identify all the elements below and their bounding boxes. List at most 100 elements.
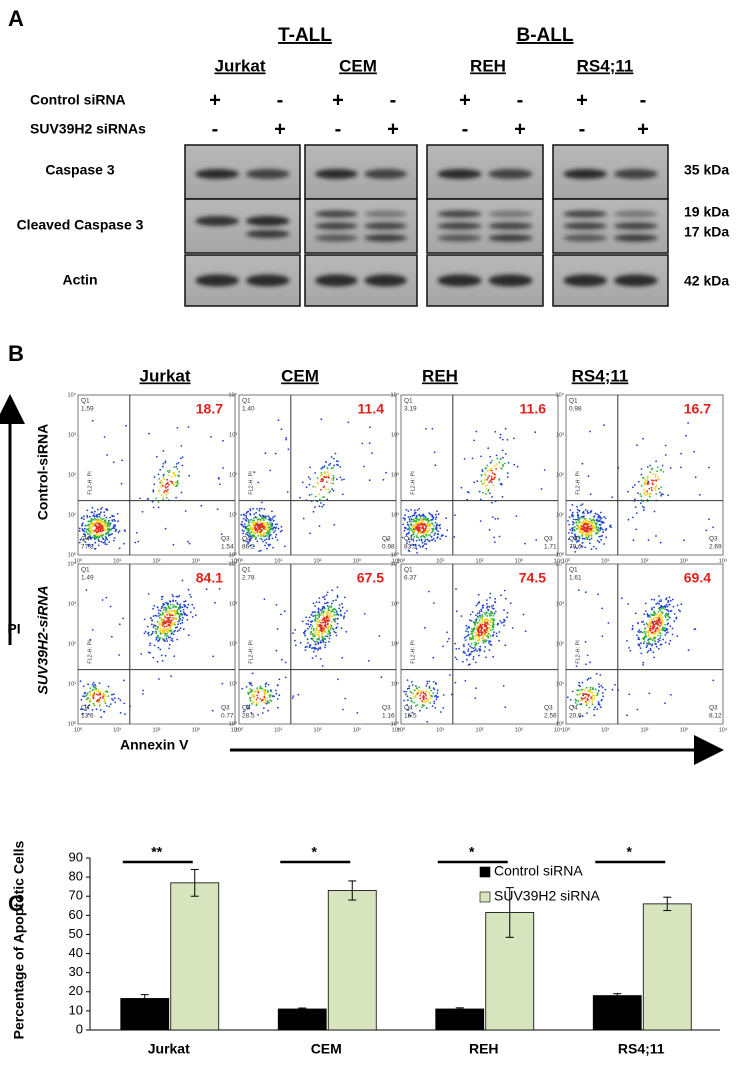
event-dot xyxy=(167,606,170,608)
event-dot xyxy=(252,517,255,520)
event-dot xyxy=(474,646,476,648)
event-dot xyxy=(659,632,662,635)
event-dot xyxy=(422,515,425,518)
event-dot xyxy=(312,635,315,638)
event-dot xyxy=(581,546,584,548)
event-dot xyxy=(669,639,672,642)
event-dot xyxy=(499,436,502,439)
event-dot xyxy=(314,506,316,508)
event-dot xyxy=(432,516,435,519)
event-dot xyxy=(111,519,114,522)
event-dot xyxy=(664,615,666,617)
event-dot xyxy=(511,627,514,629)
event-dot xyxy=(267,709,269,712)
event-dot xyxy=(102,517,105,520)
event-dot xyxy=(586,679,589,681)
event-dot xyxy=(108,525,111,528)
event-dot xyxy=(418,544,421,547)
event-dot xyxy=(653,620,656,623)
event-dot xyxy=(106,532,109,535)
event-dot xyxy=(280,613,282,616)
event-dot xyxy=(157,646,160,649)
event-dot xyxy=(247,542,249,544)
event-dot xyxy=(412,693,415,696)
event-dot xyxy=(486,607,488,609)
cell-line-label: Jurkat xyxy=(214,56,265,75)
event-dot xyxy=(89,526,92,529)
event-dot xyxy=(595,547,598,550)
event-dot xyxy=(100,716,103,719)
event-dot xyxy=(275,533,278,536)
event-dot xyxy=(261,507,263,510)
event-dot xyxy=(665,627,668,630)
event-dot xyxy=(484,613,487,616)
event-dot xyxy=(420,692,422,695)
event-dot xyxy=(632,486,634,489)
event-dot xyxy=(278,678,281,681)
log-tick-label: 10⁴ xyxy=(231,557,240,564)
event-dot xyxy=(591,703,594,706)
event-dot xyxy=(275,603,278,606)
event-dot xyxy=(651,621,654,623)
event-dot xyxy=(578,693,580,696)
event-dot xyxy=(250,696,253,698)
event-dot xyxy=(183,605,186,608)
event-dot xyxy=(476,612,479,615)
event-dot xyxy=(171,482,174,484)
event-dot xyxy=(647,649,650,652)
event-dot xyxy=(648,692,651,695)
event-dot xyxy=(169,626,172,628)
event-dot xyxy=(498,631,501,633)
event-dot xyxy=(280,525,283,528)
event-dot xyxy=(473,635,476,638)
event-dot xyxy=(577,515,579,517)
event-dot xyxy=(318,616,321,618)
event-dot xyxy=(299,496,301,499)
blot-band xyxy=(563,274,608,287)
event-dot xyxy=(94,683,96,686)
event-dot xyxy=(408,541,411,543)
event-dot xyxy=(260,525,263,528)
event-dot xyxy=(181,464,184,467)
event-dot xyxy=(318,635,321,638)
event-dot xyxy=(483,611,486,614)
event-dot xyxy=(176,468,179,470)
event-dot xyxy=(580,703,583,706)
event-dot xyxy=(332,608,335,611)
event-dot xyxy=(584,591,587,594)
treatment-sign: - xyxy=(462,118,469,140)
event-dot xyxy=(601,692,604,694)
event-dot xyxy=(407,708,410,711)
event-dot xyxy=(577,700,580,703)
event-dot xyxy=(665,612,668,615)
event-dot xyxy=(494,597,497,600)
event-dot xyxy=(423,522,426,525)
event-dot xyxy=(599,674,602,676)
event-dot xyxy=(463,636,466,639)
event-dot xyxy=(94,517,96,520)
event-dot xyxy=(487,623,489,625)
event-dot xyxy=(245,527,248,529)
log-tick-label: 10⁴ xyxy=(392,726,401,733)
event-dot xyxy=(95,689,98,692)
event-dot xyxy=(408,518,411,521)
event-dot xyxy=(415,547,418,550)
event-dot xyxy=(371,452,373,454)
event-dot xyxy=(315,623,318,626)
event-dot xyxy=(247,691,250,694)
event-dot xyxy=(483,628,486,631)
event-dot xyxy=(639,647,642,649)
event-dot xyxy=(82,685,85,688)
event-dot xyxy=(312,650,315,653)
log-tick-label: 10² xyxy=(68,472,76,478)
event-dot xyxy=(571,690,574,693)
event-dot xyxy=(635,528,638,531)
event-dot xyxy=(241,521,244,523)
blot-band xyxy=(364,234,407,242)
event-dot xyxy=(159,632,162,635)
event-dot xyxy=(315,601,318,603)
event-dot xyxy=(108,534,111,536)
log-tick-label: 10⁴ xyxy=(556,391,565,398)
event-dot xyxy=(594,522,597,525)
event-dot xyxy=(217,477,220,479)
